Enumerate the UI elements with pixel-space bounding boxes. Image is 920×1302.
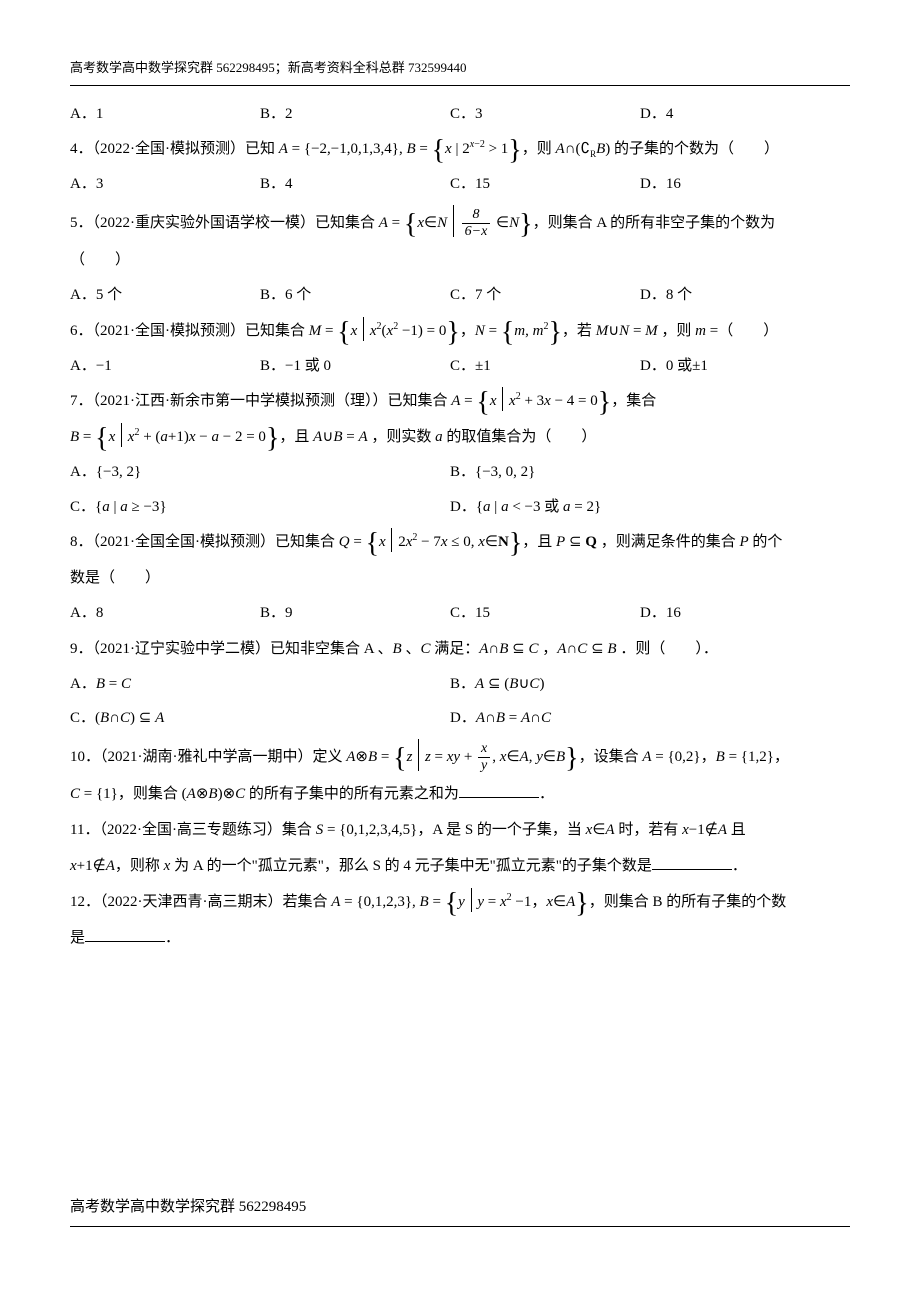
page-header: 高考数学高中数学探究群 562298495；新高考资料全科总群 73259944… (70, 56, 850, 81)
q8-stem-line2: 数是（ ） (70, 563, 850, 593)
q3-opt-b: B．2 (260, 100, 450, 129)
q3-opt-d: D．4 (640, 100, 830, 129)
footer-rule (70, 1226, 850, 1227)
q8-stem-pre: 8．（2021·全国全国·模拟预测）已知集合 (70, 534, 339, 550)
q10-line2-post: ． (539, 786, 554, 802)
q5-line1-post: ，则集合 A 的所有非空子集的个数为 (533, 215, 776, 231)
q4-stem: 4．（2022·全国·模拟预测）已知 A = {−2,−1,0,1,3,4}, … (70, 134, 850, 164)
q8-opt-d: D．16 (640, 599, 830, 628)
q12-blank (85, 928, 165, 942)
q7-opt-b: B．{−3, 0, 2} (450, 458, 830, 487)
q8-opt-a: A．8 (70, 599, 260, 628)
q6-stem-pre: 6．（2021·全国·模拟预测）已知集合 (70, 323, 309, 339)
q5-opt-d: D．8 个 (640, 281, 830, 310)
q12-line1-post: ，则集合 B 的所有子集的个数 (589, 894, 787, 910)
q12-line2-post: ． (165, 930, 180, 946)
q7-opt-a: A．{−3, 2} (70, 458, 450, 487)
q6-opt-d: D．0 或±1 (640, 352, 830, 381)
q3-options: A．1 B．2 C．3 D．4 (70, 100, 850, 129)
q5-options: A．5 个 B．6 个 C．7 个 D．8 个 (70, 281, 850, 310)
q11-blank (652, 856, 732, 870)
q5-stem-line2: （ ） (70, 245, 850, 275)
q5-opt-b: B．6 个 (260, 281, 450, 310)
q4-math: A (279, 141, 288, 157)
q9-options-row2: C．(B∩C) ⊆ A D．A∩B = A∩C (70, 704, 850, 733)
q9-opt-b: B．A ⊆ (B∪C) (450, 670, 830, 699)
q4-stem-pre: 4．（2022·全国·模拟预测）已知 (70, 141, 279, 157)
q10-line1-pre: 10．（2021·湖南·雅礼中学高一期中）定义 (70, 749, 346, 765)
q12-stem-line2: 是． (70, 923, 850, 953)
q10-stem-line1: 10．（2021·湖南·雅礼中学高一期中）定义 A⊗B = {z z = xy … (70, 739, 850, 773)
q6-opt-a: A．−1 (70, 352, 260, 381)
q7-options-row1: A．{−3, 2} B．{−3, 0, 2} (70, 458, 850, 487)
q9-opt-d: D．A∩B = A∩C (450, 704, 830, 733)
q6-opt-c: C．±1 (450, 352, 640, 381)
q12-line2-pre: 是 (70, 930, 85, 946)
q7-options-row2: C．{a | a ≥ −3} D．{a | a < −3 或 a = 2} (70, 493, 850, 522)
q6-opt-b: B．−1 或 0 (260, 352, 450, 381)
q3-opt-a: A．1 (70, 100, 260, 129)
q5-opt-a: A．5 个 (70, 281, 260, 310)
q8-stem-line1: 8．（2021·全国全国·模拟预测）已知集合 Q = {x 2x2 − 7x ≤… (70, 527, 850, 557)
q3-opt-c: C．3 (450, 100, 640, 129)
q12-stem-line1: 12．（2022·天津西青·高三期末）若集合 A = {0,1,2,3}, B … (70, 887, 850, 917)
q4-opt-b: B．4 (260, 170, 450, 199)
page-footer: 高考数学高中数学探究群 562298495 (70, 1193, 850, 1222)
q7-stem-line1: 7．（2021·江西·新余市第一中学模拟预测（理））已知集合 A = {x x2… (70, 386, 850, 416)
q11-stem-line1: 11．（2022·全国·高三专题练习）集合 S = {0,1,2,3,4,5}，… (70, 815, 850, 845)
header-rule (70, 85, 850, 86)
q9-opt-c: C．(B∩C) ⊆ A (70, 704, 450, 733)
q10-stem-line2: C = {1}，则集合 (A⊗B)⊗C 的所有子集中的所有元素之和为． (70, 779, 850, 809)
q4-opt-a: A．3 (70, 170, 260, 199)
q5-opt-c: C．7 个 (450, 281, 640, 310)
q4-options: A．3 B．4 C．15 D．16 (70, 170, 850, 199)
q11-stem-line2: x+1∉A，则称 x 为 A 的一个"孤立元素"，那么 S 的 4 元子集中无"… (70, 851, 850, 881)
q7-line1-pre: 7．（2021·江西·新余市第一中学模拟预测（理））已知集合 (70, 393, 451, 409)
q9-options-row1: A．B = C B．A ⊆ (B∪C) (70, 670, 850, 699)
q7-opt-d: D．{a | a < −3 或 a = 2} (450, 493, 830, 522)
q8-opt-c: C．15 (450, 599, 640, 628)
q7-stem-line2: B = {x x2 + (a+1)x − a − 2 = 0}，且 A∪B = … (70, 422, 850, 452)
q11-line2-post: ． (732, 858, 747, 874)
q12-line1-pre: 12．（2022·天津西青·高三期末）若集合 (70, 894, 331, 910)
q8-options: A．8 B．9 C．15 D．16 (70, 599, 850, 628)
q4-opt-d: D．16 (640, 170, 830, 199)
q5-line1-pre: 5．（2022·重庆实验外国语学校一模）已知集合 (70, 215, 379, 231)
q10-blank (459, 784, 539, 798)
q5-stem-line1: 5．（2022·重庆实验外国语学校一模）已知集合 A = {x∈N 86−x ∈… (70, 205, 850, 239)
q6-stem-post: ，若 M∪N = M ，则 m =（ ） (562, 323, 778, 339)
q6-stem: 6．（2021·全国·模拟预测）已知集合 M = {x x2(x2 −1) = … (70, 316, 850, 346)
q7-opt-c: C．{a | a ≥ −3} (70, 493, 450, 522)
q9-stem: 9．（2021·辽宁实验中学二模）已知非空集合 A 、B 、C 满足：A∩B ⊆… (70, 634, 850, 664)
q6-options: A．−1 B．−1 或 0 C．±1 D．0 或±1 (70, 352, 850, 381)
q9-opt-a: A．B = C (70, 670, 450, 699)
q8-opt-b: B．9 (260, 599, 450, 628)
q7-line1-post: ，集合 (611, 393, 656, 409)
q4-opt-c: C．15 (450, 170, 640, 199)
